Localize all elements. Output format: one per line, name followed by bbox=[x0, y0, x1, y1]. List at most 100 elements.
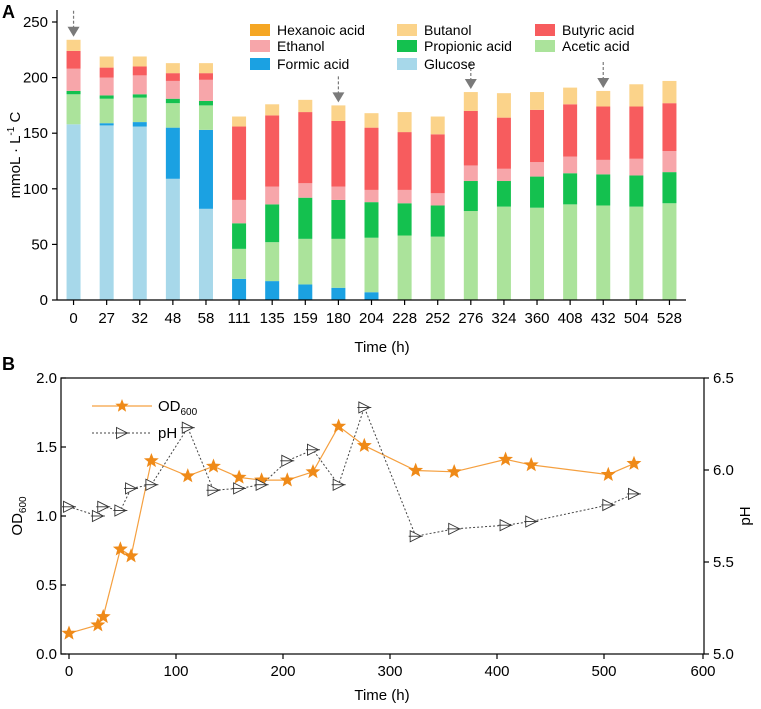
point-od600-432 bbox=[523, 457, 539, 472]
bar-acetic-432 bbox=[596, 205, 611, 300]
legend-swatch-butyric bbox=[535, 24, 555, 36]
bar-ethanol-180 bbox=[331, 186, 346, 200]
point-ph-408 bbox=[498, 518, 513, 532]
bar-propionic-324 bbox=[496, 181, 511, 207]
point-ph-180 bbox=[254, 478, 269, 491]
bar-acetic-159 bbox=[298, 238, 313, 285]
chart-b-x-tick-label: 400 bbox=[484, 663, 509, 680]
bar-propionic-252 bbox=[430, 205, 445, 237]
point-ph-27 bbox=[90, 509, 105, 523]
bar-butyric-528 bbox=[662, 103, 677, 151]
legend-label-hexanoic: Hexanoic acid bbox=[277, 22, 365, 38]
legend-swatch-butanol bbox=[397, 24, 417, 36]
chart-a-x-tick-label: 360 bbox=[525, 310, 550, 327]
chart-a-x-tick-label: 528 bbox=[657, 310, 682, 327]
chart-a-x-tick-label: 252 bbox=[425, 310, 450, 327]
chart-b-x-tick-label: 100 bbox=[163, 663, 188, 680]
bar-ethanol-360 bbox=[530, 162, 545, 177]
point-ph-77 bbox=[144, 478, 159, 491]
bar-butanol-58 bbox=[198, 63, 213, 74]
legend-label-ethanol: Ethanol bbox=[277, 38, 324, 54]
chart-a-x-tick-label: 0 bbox=[69, 310, 77, 327]
chart-a-x-tick-label: 408 bbox=[558, 310, 583, 327]
chart-a-x-tick-label: 204 bbox=[359, 310, 384, 327]
chart-a-bars bbox=[66, 39, 677, 300]
bar-butanol-408 bbox=[563, 87, 578, 105]
legend-swatch-formic bbox=[250, 58, 270, 70]
bar-butyric-324 bbox=[496, 117, 511, 169]
bar-butanol-111 bbox=[232, 116, 247, 127]
point-od600-32 bbox=[95, 608, 111, 624]
bar-ethanol-0 bbox=[66, 68, 81, 91]
bar-butyric-204 bbox=[364, 127, 379, 190]
bar-butanol-528 bbox=[662, 80, 677, 104]
bar-butyric-276 bbox=[463, 110, 478, 166]
bar-acetic-58 bbox=[198, 105, 213, 130]
chart-a-x-tick-label: 180 bbox=[326, 310, 351, 327]
chart-b-y-tick-label-left: 2.0 bbox=[36, 370, 57, 387]
legend-label-glucose: Glucose bbox=[424, 56, 476, 72]
bar-butyric-48 bbox=[165, 73, 180, 81]
chart-b-y-tick-label-right: 6.0 bbox=[713, 462, 734, 479]
chart-b-x-tick-label: 300 bbox=[377, 663, 402, 680]
chart-a-y-tick-label: 200 bbox=[23, 70, 48, 87]
bar-butyric-360 bbox=[530, 109, 545, 163]
chart-a-x-tick-label: 58 bbox=[198, 310, 215, 327]
chart-b-y-tick-label-right: 6.5 bbox=[713, 370, 734, 387]
bar-acetic-408 bbox=[563, 204, 578, 300]
bar-butanol-159 bbox=[298, 99, 313, 113]
point-od600-48 bbox=[112, 541, 128, 556]
point-od600-324 bbox=[408, 462, 424, 477]
chart-a-y-tick-label: 100 bbox=[23, 181, 48, 198]
bar-butyric-32 bbox=[132, 66, 147, 76]
legend-od600-main: OD bbox=[158, 398, 181, 415]
chart-a-y-tick-label: 0 bbox=[40, 292, 48, 309]
point-ph-360 bbox=[447, 522, 462, 536]
chart-b: 0.0 0.5 1.0 1.5 2.0 5.0 5.5 6.0 6.5 0 100 200 300 4… bbox=[9, 370, 754, 704]
chart-a: 0 50 100 150 200 250 0 27 32 48 58 111 135 159 180 204… bbox=[6, 10, 686, 356]
chart-b-x-tick-label: 0 bbox=[65, 663, 73, 680]
point-od600-159 bbox=[231, 469, 247, 484]
chart-b-lines bbox=[68, 405, 635, 634]
bar-butanol-204 bbox=[364, 113, 379, 128]
bar-butanol-504 bbox=[629, 84, 644, 107]
point-ph-276 bbox=[357, 401, 372, 414]
point-ph-32 bbox=[96, 500, 111, 514]
point-od600-408 bbox=[498, 451, 514, 466]
chart-b-y-label-right: pH bbox=[737, 506, 754, 525]
bar-acetic-360 bbox=[530, 207, 545, 300]
chart-b-x-tick-label: 200 bbox=[270, 663, 295, 680]
chart-a-y-label-sup: -1 bbox=[6, 126, 17, 135]
bar-acetic-135 bbox=[265, 242, 280, 282]
bar-butyric-135 bbox=[265, 115, 280, 187]
bar-ethanol-252 bbox=[430, 193, 445, 206]
legend-swatch-acetic bbox=[535, 40, 555, 52]
bar-butanol-27 bbox=[99, 56, 114, 68]
bar-propionic-159 bbox=[298, 197, 313, 239]
bar-formic-58 bbox=[198, 129, 213, 209]
bar-propionic-27 bbox=[99, 95, 114, 99]
legend-ph-label: pH bbox=[158, 425, 177, 442]
bar-butanol-324 bbox=[496, 93, 511, 118]
point-od600-111 bbox=[180, 468, 196, 483]
legend-swatch-glucose bbox=[397, 58, 417, 70]
legend-label-butyric: Butyric acid bbox=[562, 22, 634, 38]
legend-swatch-ethanol bbox=[250, 40, 270, 52]
point-od600-252 bbox=[331, 418, 347, 433]
bar-propionic-528 bbox=[662, 172, 677, 204]
chart-a-x-tick-label: 27 bbox=[98, 310, 115, 327]
bar-ethanol-159 bbox=[298, 183, 313, 198]
bar-acetic-528 bbox=[662, 203, 677, 300]
bar-butanol-276 bbox=[463, 92, 478, 111]
point-od600-204 bbox=[279, 472, 295, 487]
line-od600 bbox=[68, 425, 635, 634]
point-ph-504 bbox=[601, 498, 616, 512]
bar-butyric-432 bbox=[596, 106, 611, 160]
point-od600-58 bbox=[123, 548, 139, 563]
bar-glucose-0 bbox=[66, 124, 81, 300]
bar-butanol-360 bbox=[530, 92, 545, 110]
bar-butanol-135 bbox=[265, 104, 280, 116]
bar-butyric-159 bbox=[298, 112, 313, 184]
bar-glucose-58 bbox=[198, 208, 213, 300]
point-ph-159 bbox=[232, 482, 247, 495]
